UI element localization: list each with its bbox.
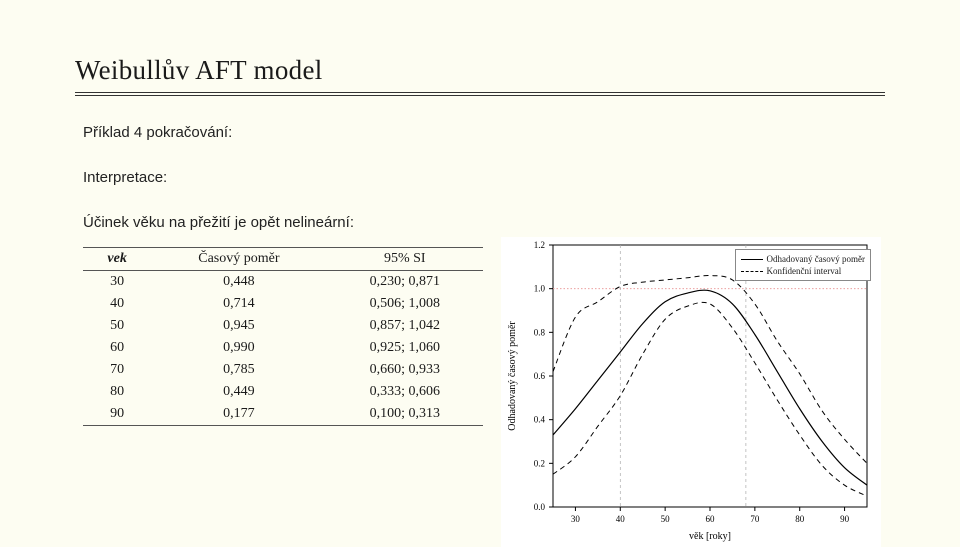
table-cell: 0,100; 0,313 [327, 403, 483, 426]
data-table: vekČasový poměr95% SI 300,4480,230; 0,87… [83, 247, 483, 426]
svg-text:60: 60 [706, 514, 716, 524]
legend-item-estimate: Odhadovaný časový poměr [741, 253, 865, 265]
table-cell: 0,333; 0,606 [327, 381, 483, 403]
table-cell: 0,449 [151, 381, 326, 403]
content-row: vekČasový poměr95% SI 300,4480,230; 0,87… [75, 237, 885, 547]
svg-text:0.6: 0.6 [534, 371, 546, 381]
legend-label: Odhadovaný časový poměr [767, 253, 865, 265]
table-cell: 0,506; 1,008 [327, 293, 483, 315]
table-container: vekČasový poměr95% SI 300,4480,230; 0,87… [83, 237, 483, 426]
table-header: vek [83, 248, 151, 271]
table-row: 400,7140,506; 1,008 [83, 293, 483, 315]
subtitle-1: Příklad 4 pokračování: [83, 124, 885, 141]
subtitle-3: Účinek věku na přežití je opět nelineárn… [83, 214, 885, 231]
svg-text:0.0: 0.0 [534, 502, 546, 512]
svg-text:0.2: 0.2 [534, 458, 545, 468]
table-row: 500,9450,857; 1,042 [83, 315, 483, 337]
legend-line-solid-icon [741, 259, 763, 260]
table-cell: 60 [83, 337, 151, 359]
svg-text:40: 40 [616, 514, 626, 524]
table-cell: 0,230; 0,871 [327, 271, 483, 294]
legend-item-ci: Konfidenční interval [741, 265, 865, 277]
table-cell: 0,857; 1,042 [327, 315, 483, 337]
chart-legend: Odhadovaný časový poměr Konfidenční inte… [735, 249, 871, 281]
chart: 30 40 50 60 70 80 90 0.0 0.2 0.4 0.6 0.8 1.0 1.2 věk [… [501, 237, 881, 547]
table-cell: 0,714 [151, 293, 326, 315]
svg-text:70: 70 [750, 514, 760, 524]
table-cell: 0,448 [151, 271, 326, 294]
legend-line-dashed-icon [741, 271, 763, 272]
svg-text:1.0: 1.0 [534, 284, 546, 294]
page-title: Weibullův AFT model [75, 55, 885, 96]
table-row: 700,7850,660; 0,933 [83, 359, 483, 381]
table-cell: 80 [83, 381, 151, 403]
table-cell: 90 [83, 403, 151, 426]
svg-text:50: 50 [661, 514, 671, 524]
table-row: 800,4490,333; 0,606 [83, 381, 483, 403]
table-header: Časový poměr [151, 248, 326, 271]
legend-label: Konfidenční interval [767, 265, 842, 277]
table-cell: 30 [83, 271, 151, 294]
table-cell: 0,785 [151, 359, 326, 381]
table-cell: 40 [83, 293, 151, 315]
svg-text:Odhadovaný časový poměr: Odhadovaný časový poměr [507, 321, 518, 431]
table-header: 95% SI [327, 248, 483, 271]
subtitle-2: Interpretace: [83, 169, 885, 186]
svg-text:0.8: 0.8 [534, 327, 546, 337]
svg-text:0.4: 0.4 [534, 415, 546, 425]
table-cell: 0,177 [151, 403, 326, 426]
table-row: 300,4480,230; 0,871 [83, 271, 483, 294]
table-row: 600,9900,925; 1,060 [83, 337, 483, 359]
table-cell: 50 [83, 315, 151, 337]
table-row: 900,1770,100; 0,313 [83, 403, 483, 426]
chart-svg: 30 40 50 60 70 80 90 0.0 0.2 0.4 0.6 0.8 1.0 1.2 věk [… [501, 237, 881, 547]
svg-text:30: 30 [571, 514, 581, 524]
svg-text:80: 80 [795, 514, 805, 524]
svg-text:90: 90 [840, 514, 850, 524]
table-cell: 0,945 [151, 315, 326, 337]
svg-text:1.2: 1.2 [534, 240, 545, 250]
svg-text:věk [roky]: věk [roky] [689, 531, 731, 542]
table-cell: 0,660; 0,933 [327, 359, 483, 381]
table-cell: 0,990 [151, 337, 326, 359]
table-cell: 70 [83, 359, 151, 381]
table-cell: 0,925; 1,060 [327, 337, 483, 359]
